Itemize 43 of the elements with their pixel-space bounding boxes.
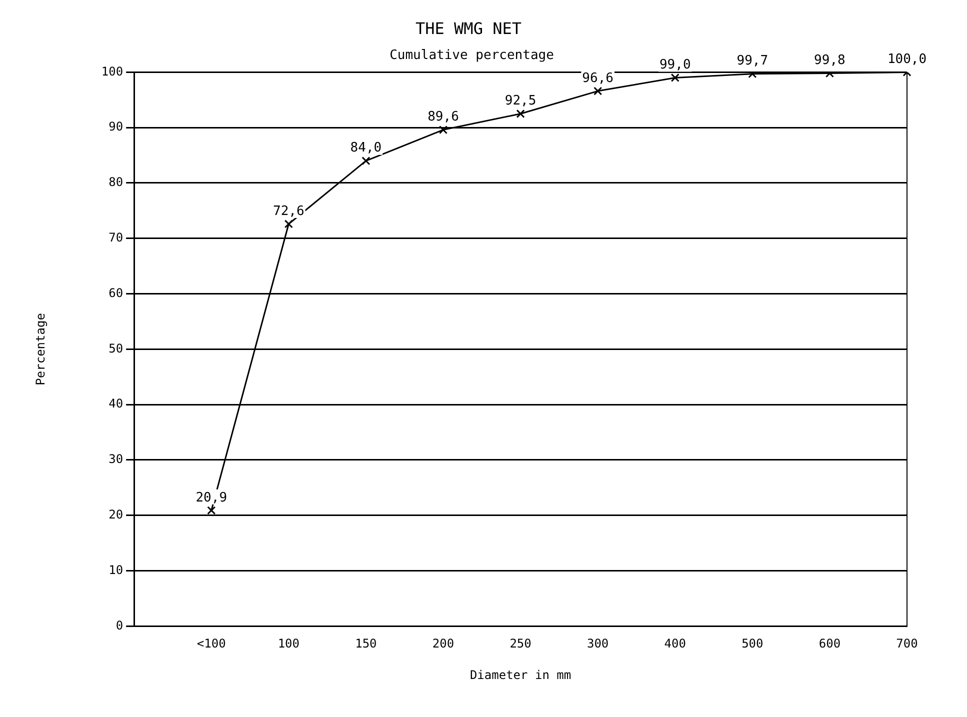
- point: [670, 73, 680, 82]
- data-label: 72,6: [273, 204, 304, 219]
- data-label: 99,7: [736, 54, 768, 69]
- y-tick-label: 30: [108, 452, 124, 466]
- x-tick-label: 600: [818, 636, 841, 651]
- data-label: 100,0: [887, 52, 927, 68]
- text: Cumulative percentage: [390, 48, 554, 64]
- point: [362, 156, 370, 166]
- y-tick-label: 60: [108, 286, 124, 300]
- y-tick-label: 100: [101, 64, 124, 78]
- chart-title: THE WMG NET: [416, 18, 522, 38]
- x-tick-label: 100: [278, 636, 300, 651]
- x-tick-label: 700: [896, 636, 918, 651]
- x-tick-label: 300: [586, 636, 609, 651]
- x-tick-label: 250: [510, 636, 532, 651]
- data-label: 99,8: [814, 53, 846, 68]
- data-label: 92,5: [504, 94, 536, 109]
- point: [438, 126, 448, 134]
- y-axis-title: Percentage: [33, 313, 48, 386]
- data-label: 99,0: [659, 58, 691, 73]
- x-axis-title: Diameter in mm: [470, 668, 572, 682]
- point: [748, 72, 757, 78]
- data-label: 96,6: [582, 70, 614, 86]
- data-label: 89,6: [428, 110, 459, 125]
- y-tick-label: 90: [108, 120, 124, 134]
- point: [594, 86, 602, 96]
- y-tick-label: 50: [108, 341, 124, 356]
- y-tick-label: 80: [108, 175, 124, 190]
- x-tick-label: 500: [742, 636, 764, 651]
- x-tick-label: 150: [355, 636, 377, 651]
- data-label: 84,0: [350, 140, 382, 156]
- y-tick-label: 10: [108, 562, 124, 577]
- x-tick-label: 400: [664, 636, 686, 651]
- x-tick-label: <100: [196, 636, 226, 651]
- x-tick-label: 200: [432, 636, 454, 651]
- point: [284, 220, 293, 228]
- point: [207, 506, 216, 515]
- y-tick-label: 70: [108, 230, 124, 245]
- y-tick-label: 0: [116, 618, 124, 632]
- y-tick-label: 40: [108, 396, 124, 411]
- point: [516, 109, 525, 118]
- data-label: 20,9: [196, 490, 228, 506]
- y-tick-label: 20: [108, 508, 124, 522]
